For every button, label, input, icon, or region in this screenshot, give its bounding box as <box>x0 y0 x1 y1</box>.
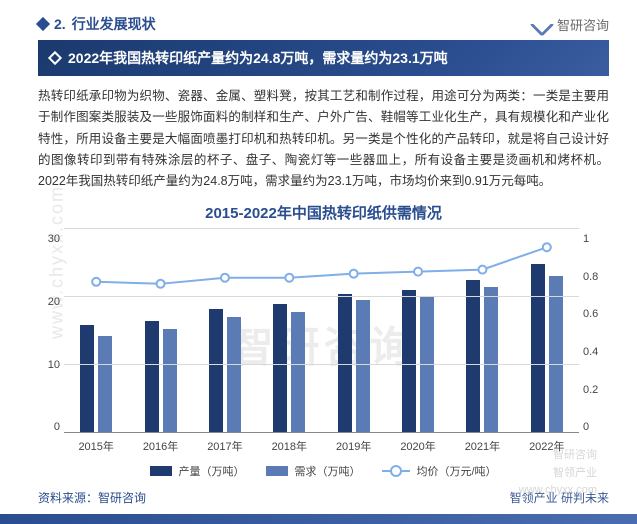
header: 2. 行业发展现状 智研咨询 <box>38 14 609 34</box>
footer-bar <box>0 514 637 524</box>
legend-swatch-icon <box>150 466 172 476</box>
legend-production: 产量（万吨） <box>150 463 244 479</box>
plot-area: 2015年2016年2017年2018年2019年2020年2021年2022年 <box>64 229 579 433</box>
logo-icon <box>529 11 554 36</box>
x-tick-label: 2021年 <box>450 432 514 454</box>
bar-production <box>80 325 94 432</box>
headline-banner: 2022年我国热转印纸产量约为24.8万吨，需求量约为23.1万吨 <box>38 40 609 76</box>
bar-production <box>466 280 480 432</box>
bar-production <box>531 264 545 432</box>
bar-demand <box>163 329 177 433</box>
bar-demand <box>484 287 498 432</box>
bar-demand <box>227 317 241 432</box>
bar-demand <box>98 336 112 432</box>
x-tick-label: 2015年 <box>64 432 128 454</box>
legend-demand: 需求（万吨） <box>266 463 360 479</box>
diamond-icon <box>36 17 50 31</box>
section-number: 2. <box>54 16 66 32</box>
x-tick-label: 2018年 <box>257 432 321 454</box>
section-title: 行业发展现状 <box>72 14 156 34</box>
brand-text: 智研咨询 <box>557 15 609 34</box>
bar-production <box>209 309 223 432</box>
legend-line-icon <box>382 470 410 472</box>
x-tick-label: 2020年 <box>386 432 450 454</box>
bars-row: 2015年2016年2017年2018年2019年2020年2021年2022年 <box>64 229 579 432</box>
bar-demand <box>356 300 370 432</box>
x-tick-label: 2019年 <box>322 432 386 454</box>
y-axis-right: 10.80.60.40.20 <box>579 229 609 459</box>
x-tick-label: 2017年 <box>193 432 257 454</box>
legend-swatch-icon <box>266 466 288 476</box>
banner-text: 2022年我国热转印纸产量约为24.8万吨，需求量约为23.1万吨 <box>68 48 448 68</box>
tagline: 智领产业 研判未来 <box>510 489 609 506</box>
legend: 产量（万吨） 需求（万吨） 均价（万元/吨） <box>38 463 609 479</box>
legend-price: 均价（万元/吨） <box>382 463 496 479</box>
source: 资料来源：智研咨询 <box>38 489 146 506</box>
body-paragraph: 热转印纸承印物为织物、瓷器、金属、塑料凳，按其工艺和制作过程，用途可分为两类：一… <box>38 86 609 192</box>
brand-logo: 智研咨询 <box>533 15 609 34</box>
x-tick-label: 2022年 <box>515 432 579 454</box>
chart: 智研咨询 3020100 2015年2016年2017年2018年2019年20… <box>38 229 609 459</box>
diamond-outline-icon <box>48 51 62 65</box>
y-axis-left: 3020100 <box>38 229 64 459</box>
x-tick-label: 2016年 <box>128 432 192 454</box>
bar-demand <box>291 312 305 432</box>
bar-production <box>145 321 159 433</box>
bar-production <box>273 304 287 433</box>
bar-production <box>402 290 416 432</box>
bar-demand <box>549 276 563 432</box>
chart-title: 2015-2022年中国热转印纸供需情况 <box>38 202 609 223</box>
